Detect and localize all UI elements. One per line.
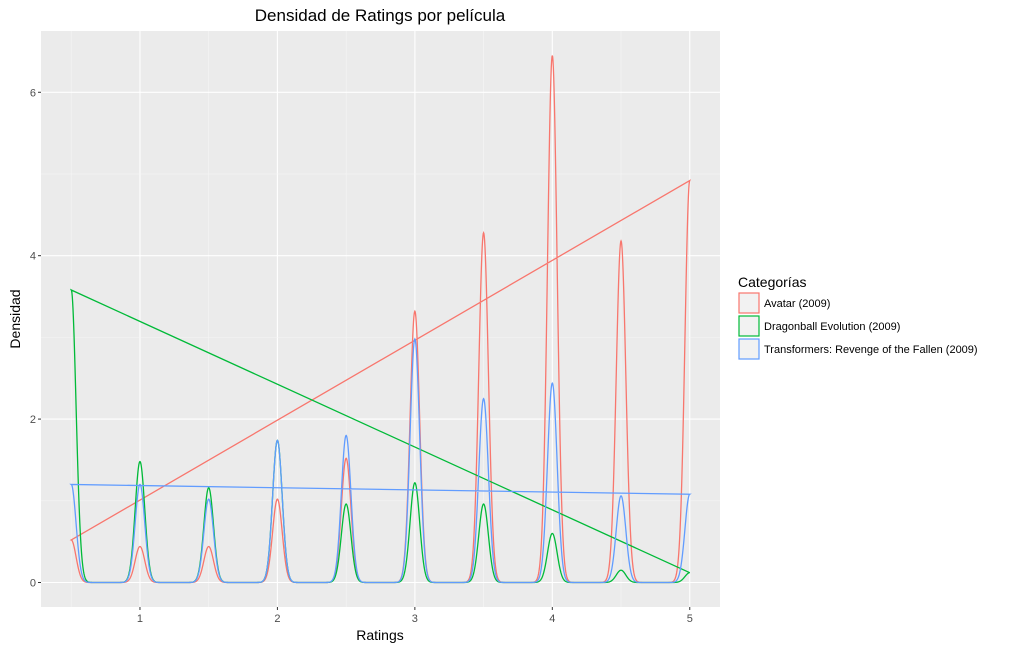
x-tick-label: 3 <box>412 613 418 625</box>
legend-label-transformers-revenge-of-the-fallen-2009: Transformers: Revenge of the Fallen (200… <box>764 344 978 356</box>
legend-key-dragonball-evolution-2009 <box>738 315 760 337</box>
density-lines <box>69 55 692 584</box>
x-tick-label: 2 <box>274 613 280 625</box>
x-axis-title: Ratings <box>356 627 403 643</box>
y-tick-label: 6 <box>30 87 36 99</box>
legend-label-avatar-2009: Avatar (2009) <box>764 298 830 310</box>
x-tick-label: 5 <box>687 613 693 625</box>
legend-title: Categorías <box>738 274 806 290</box>
y-axis: 0 2 4 6 <box>30 87 41 589</box>
y-tick-label: 2 <box>30 414 36 426</box>
x-tick-label: 4 <box>549 613 555 625</box>
density-line-transformers-revenge-of-the-fallen-2009 <box>69 337 692 584</box>
y-tick-label: 4 <box>30 251 36 263</box>
legend-key-avatar-2009 <box>738 292 760 314</box>
legend-label-dragonball-evolution-2009: Dragonball Evolution (2009) <box>764 321 900 333</box>
legend-key-transformers-revenge-of-the-fallen-2009 <box>738 338 760 360</box>
x-axis: 1 2 3 4 5 <box>137 607 693 625</box>
legend: Categorías Avatar (2009) Dragonball Evolu… <box>738 274 978 360</box>
chart-title: Densidad de Ratings por película <box>255 6 506 25</box>
x-tick-label: 1 <box>137 613 143 625</box>
y-axis-title: Densidad <box>7 289 23 348</box>
plot-panel <box>41 31 720 607</box>
y-tick-label: 0 <box>30 577 36 589</box>
